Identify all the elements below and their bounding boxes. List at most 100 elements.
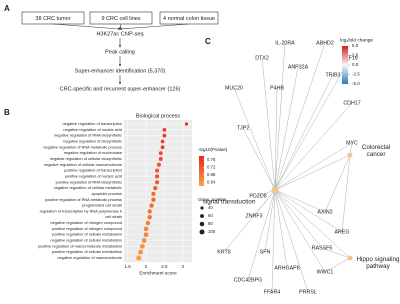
edge bbox=[261, 57, 276, 191]
panel-label: C bbox=[205, 37, 211, 46]
dot bbox=[136, 255, 142, 261]
panel-label: A bbox=[4, 4, 10, 13]
edge bbox=[321, 247, 351, 259]
hub-node bbox=[271, 186, 279, 194]
plot-area bbox=[124, 120, 192, 262]
size-key bbox=[200, 206, 204, 210]
edge bbox=[274, 189, 343, 233]
dot bbox=[155, 174, 160, 179]
arrow bbox=[119, 23, 190, 31]
y-tick-label: negative regulation of cellular metaboli… bbox=[50, 238, 122, 243]
x-tick-label: 2 bbox=[145, 264, 148, 269]
size-tick-label: 100 bbox=[208, 229, 216, 234]
edge bbox=[274, 87, 278, 191]
pathway-label: signal transduction bbox=[203, 199, 256, 206]
edge bbox=[274, 42, 326, 191]
y-tick-label: negative regulation of cellular macromol… bbox=[44, 162, 122, 167]
y-tick-label: negative regulation of nucleic acid bbox=[63, 127, 122, 132]
gene-label: P4HB bbox=[270, 85, 284, 91]
gene-label: KRT8 bbox=[217, 249, 230, 255]
color-bar bbox=[199, 156, 204, 186]
dot bbox=[139, 243, 145, 249]
size-key bbox=[199, 221, 205, 227]
edge bbox=[274, 189, 323, 249]
edge bbox=[264, 189, 276, 253]
dot bbox=[155, 168, 160, 173]
size-key bbox=[200, 214, 204, 218]
y-tick-label: positive regulation of transcription bbox=[64, 168, 122, 173]
edge bbox=[274, 154, 351, 191]
y-tick-label: negative regulation of macromolecule bbox=[57, 255, 122, 260]
y-tick-label: negative regulation of nucleobase bbox=[64, 150, 122, 155]
y-tick-label: positive regulation of nucleic acid bbox=[65, 173, 122, 178]
y-tick-label: positive regulation of RNA biosynthetic bbox=[56, 179, 122, 184]
y-tick-label: negative regulation of transcription bbox=[63, 121, 122, 126]
y-tick-label: negative regulation of cellular metaboli… bbox=[54, 185, 122, 190]
gene-label: PRRSL bbox=[299, 289, 317, 295]
edge bbox=[324, 154, 351, 213]
edge bbox=[242, 127, 276, 191]
gene-label: TJP2 bbox=[237, 125, 249, 131]
dot bbox=[184, 122, 189, 126]
chart-title: Biological process bbox=[136, 113, 181, 119]
edge bbox=[274, 57, 351, 191]
x-tick-label: 1.5 bbox=[125, 264, 132, 269]
gene-label: IL-20RA bbox=[275, 40, 295, 46]
x-tick-label: 3 bbox=[182, 264, 185, 269]
y-tick-label: programmed cell death bbox=[82, 203, 122, 208]
color-legend-title: -log10(Pvalue) bbox=[198, 147, 228, 152]
edge bbox=[274, 142, 353, 191]
gene-label: KLF16 bbox=[342, 55, 358, 61]
y-tick-label: positive regulation of macromolecule met… bbox=[38, 243, 122, 248]
source-label: 38 CRC tumor bbox=[35, 16, 70, 22]
y-tick-label: negative regulation of nitrogen compound bbox=[50, 220, 122, 225]
panel-c: C IL-20RA ABHD2 DTX2 KLF16 ANP32A TRIB3 MUC20 P4… bbox=[203, 37, 400, 295]
y-tick-label: positive regulation of RNA metabolic pro… bbox=[45, 197, 122, 202]
size-tick-label: 80 bbox=[208, 221, 213, 226]
y-tick-label: positive regulation of cellular metaboli… bbox=[52, 249, 122, 254]
gene-label: DTX2 bbox=[255, 55, 269, 61]
gene-label: FFAR4 bbox=[264, 289, 281, 295]
dot bbox=[153, 185, 158, 191]
pathway-node bbox=[347, 255, 353, 261]
y-tick-label: regulation of transcription by RNA polym… bbox=[40, 208, 122, 213]
color-tick-label: 0.64 bbox=[207, 179, 216, 184]
panel-b: B Biological process 1.5 2 2.5 3 Enrichment sc… bbox=[4, 108, 228, 276]
step-label: Super-enhancer identification (5,370) bbox=[75, 68, 166, 74]
legend-title: log₂fold change bbox=[340, 37, 373, 43]
color-tick-label: 2.5 bbox=[352, 53, 359, 58]
dot bbox=[162, 127, 167, 132]
panel-a: A 38 CRC tumor 9 CRC cell lines 4 normal co… bbox=[4, 4, 219, 92]
gene-label: PDZD8 bbox=[249, 193, 266, 199]
color-tick-label: -5.0 bbox=[352, 81, 360, 86]
edge bbox=[247, 189, 276, 281]
gene-label: AREG bbox=[334, 229, 349, 235]
arrow bbox=[52, 23, 121, 31]
dot bbox=[158, 156, 163, 161]
gene-label: TRIB3 bbox=[325, 72, 340, 78]
gene-label: ZNRF3 bbox=[245, 213, 262, 219]
dot bbox=[151, 191, 156, 197]
size-tick-label: 60 bbox=[208, 213, 213, 218]
dot bbox=[149, 203, 154, 208]
step-label: Peak calling bbox=[105, 49, 135, 55]
dot bbox=[151, 197, 156, 202]
gene-label: ARHGAP8 bbox=[274, 265, 299, 271]
edge bbox=[274, 189, 309, 293]
edge bbox=[274, 189, 326, 213]
color-tick-label: -2.5 bbox=[352, 72, 360, 77]
dot bbox=[145, 220, 151, 226]
pathway-label: Hippo signaling pathway bbox=[356, 256, 400, 270]
dot bbox=[160, 145, 165, 150]
color-tick-label: 0.0 bbox=[352, 62, 359, 67]
color-bar bbox=[342, 46, 348, 84]
dot bbox=[143, 232, 149, 238]
edge bbox=[324, 257, 351, 273]
gene-label: MYC bbox=[346, 140, 358, 146]
gene-label: CDC42BPG bbox=[234, 277, 263, 283]
gene-label: CDH17 bbox=[343, 100, 360, 106]
color-tick-label: 5.0 bbox=[352, 43, 359, 48]
edge bbox=[274, 66, 299, 191]
size-key bbox=[199, 229, 205, 235]
dot bbox=[156, 162, 161, 167]
